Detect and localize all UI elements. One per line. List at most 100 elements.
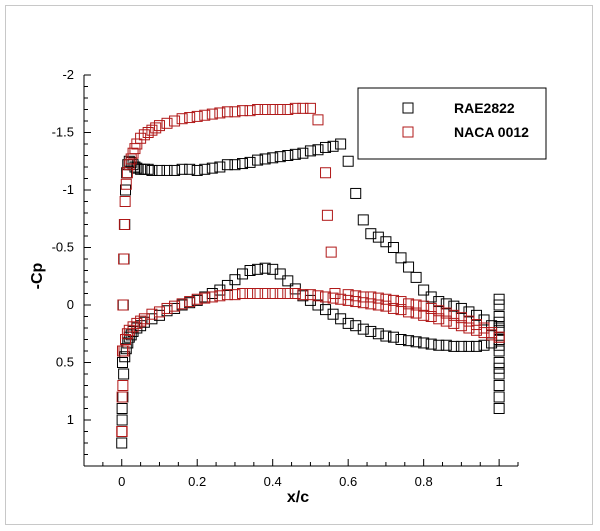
data-point — [289, 102, 301, 114]
data-point — [142, 163, 154, 175]
data-point — [229, 289, 241, 301]
data-point — [320, 167, 332, 179]
y-tick-label: 0 — [67, 297, 74, 312]
y-axis-title: -Cp — [29, 262, 46, 289]
data-point — [229, 159, 241, 171]
data-point — [372, 328, 384, 340]
data-point — [493, 368, 505, 380]
data-point — [493, 331, 505, 343]
data-point — [120, 178, 132, 190]
data-point — [448, 340, 460, 352]
data-point — [176, 113, 188, 125]
data-point — [387, 242, 399, 253]
data-point — [455, 302, 467, 314]
data-point — [387, 294, 399, 306]
data-point — [244, 156, 256, 168]
data-point — [206, 162, 218, 174]
data-point — [493, 380, 505, 391]
data-point — [418, 309, 430, 321]
data-point — [455, 320, 467, 332]
data-point — [440, 315, 452, 327]
data-point — [153, 120, 165, 132]
data-point — [127, 321, 139, 333]
data-point — [493, 362, 505, 374]
data-point — [153, 306, 165, 318]
x-tick-label: 0.4 — [264, 474, 282, 489]
data-point — [470, 340, 482, 352]
data-point — [320, 141, 332, 153]
data-point — [118, 345, 130, 357]
data-point — [116, 357, 128, 368]
data-marks — [116, 102, 505, 449]
data-point — [493, 299, 505, 311]
data-point — [327, 140, 339, 152]
axis-titles: x/c -Cp — [29, 262, 309, 506]
data-point — [146, 308, 158, 320]
data-point — [123, 159, 135, 171]
data-point — [221, 159, 233, 171]
data-point — [403, 298, 415, 310]
legend-label: NACA 0012 — [454, 124, 529, 140]
y-tick-label: 0.5 — [56, 355, 74, 370]
data-point — [312, 290, 324, 302]
data-point — [486, 329, 498, 341]
data-point — [493, 311, 505, 322]
x-tick-label: 0.2 — [188, 474, 206, 489]
data-point — [146, 164, 158, 176]
data-point — [410, 307, 422, 319]
data-point — [418, 300, 430, 312]
data-point — [237, 158, 249, 170]
data-point — [321, 209, 333, 221]
data-point — [169, 164, 181, 176]
data-point — [493, 339, 505, 351]
data-point — [282, 104, 294, 115]
data-point — [135, 315, 147, 327]
series-naca0012 — [116, 102, 505, 437]
data-point — [267, 104, 279, 115]
data-point — [237, 268, 249, 280]
data-point — [380, 293, 392, 305]
data-point — [169, 115, 181, 127]
data-point — [478, 327, 490, 339]
data-point — [470, 319, 482, 331]
data-point — [297, 289, 309, 301]
legend-label: RAE2822 — [454, 100, 515, 116]
data-point — [116, 414, 128, 426]
data-point — [395, 334, 407, 345]
data-point — [229, 106, 241, 118]
data-point — [342, 155, 354, 167]
x-axis-title: x/c — [287, 489, 309, 506]
data-point — [448, 309, 460, 321]
data-point — [199, 109, 211, 121]
data-point — [131, 138, 143, 150]
data-point — [206, 108, 218, 120]
data-point — [116, 426, 128, 437]
series-rae2822 — [116, 138, 505, 449]
data-point — [123, 324, 135, 336]
data-point — [116, 426, 128, 437]
data-point — [289, 148, 301, 160]
data-point — [304, 289, 316, 301]
data-point — [455, 340, 467, 352]
data-point — [274, 151, 286, 163]
data-point — [161, 302, 173, 314]
data-point — [282, 150, 294, 161]
data-point — [425, 302, 437, 314]
data-point — [493, 403, 505, 414]
data-point — [440, 339, 452, 351]
data-point — [252, 104, 264, 115]
data-point — [184, 163, 196, 175]
data-point — [357, 214, 369, 226]
data-point — [380, 300, 392, 312]
data-point — [206, 291, 218, 303]
data-point — [117, 391, 129, 403]
data-point — [214, 107, 226, 119]
data-point — [448, 300, 460, 312]
data-point — [191, 293, 203, 305]
data-point — [350, 296, 362, 308]
data-point — [403, 261, 415, 273]
data-point — [463, 306, 475, 318]
data-point — [176, 298, 188, 310]
data-point — [150, 122, 162, 134]
data-point — [403, 306, 415, 318]
